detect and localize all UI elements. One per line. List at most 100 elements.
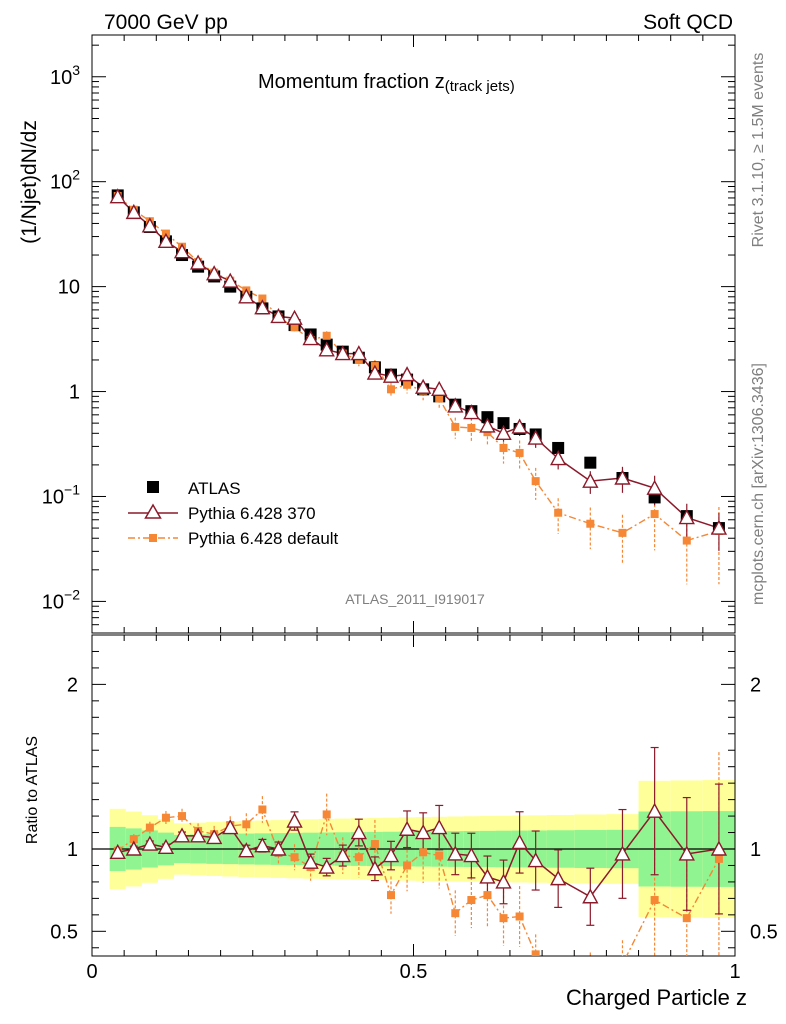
ratio-point-pdef <box>682 914 691 923</box>
point-pdef <box>386 385 395 394</box>
ratio-point-p370 <box>447 845 464 861</box>
y-tick-label: 1 <box>69 382 80 404</box>
x-tick-label: 0.5 <box>400 961 428 983</box>
point-p370 <box>125 203 142 220</box>
y-tick-label: 10−2 <box>42 586 80 613</box>
ratio-point-pdef <box>435 851 444 860</box>
ratio-tick-label-left: 1 <box>67 839 78 861</box>
y-tick-label: 103 <box>50 62 80 89</box>
chart-title: Momentum fraction z(track jets) <box>258 71 515 95</box>
point-p370 <box>334 345 351 361</box>
point-pdef <box>618 528 627 537</box>
point-atlas <box>552 441 565 454</box>
point-pdef <box>499 443 508 452</box>
point-p370 <box>527 429 544 445</box>
point-p370 <box>173 243 191 259</box>
legend-label-pdef: Pythia 6.428 default <box>188 529 339 548</box>
point-p370 <box>302 330 319 346</box>
ratio-series <box>92 746 735 978</box>
point-p370 <box>398 366 416 382</box>
ratio-point-pdef <box>386 891 395 900</box>
legend-marker-pdef <box>149 534 157 542</box>
point-p370 <box>366 364 384 380</box>
ratio-point-p370 <box>205 829 223 845</box>
ratio-point-pdef <box>403 861 412 870</box>
point-p370 <box>254 299 271 315</box>
header-left-label: 7000 GeV pp <box>104 11 228 34</box>
point-p370 <box>238 288 255 304</box>
point-p370 <box>479 417 496 433</box>
ratio-point-p370 <box>710 840 728 856</box>
point-p370 <box>582 472 599 488</box>
ratio-point-p370 <box>270 840 287 856</box>
ratio-point-p370 <box>157 838 175 855</box>
ratio-point-p370 <box>173 827 191 843</box>
point-p370 <box>350 345 368 361</box>
ratio-point-pdef <box>531 950 540 956</box>
legend-marker-atlas <box>147 481 159 493</box>
point-p370 <box>189 254 207 270</box>
ratio-point-pdef <box>467 896 476 905</box>
ratio-point-p370 <box>614 845 631 861</box>
ratio-point-pdef <box>515 912 524 921</box>
point-pdef <box>515 448 524 457</box>
ratio-point-p370 <box>582 888 599 904</box>
rivet-label: Rivet 3.1.10, ≥ 1.5M events <box>750 53 767 248</box>
ratio-point-pdef <box>554 970 562 978</box>
ratio-point-pdef <box>499 914 508 923</box>
point-p370 <box>646 479 663 495</box>
ratio-tick-label-left: 2 <box>67 674 78 696</box>
ratio-point-pdef <box>145 823 154 832</box>
point-p370 <box>550 450 567 466</box>
ratio-point-pdef <box>451 909 460 918</box>
ratio-point-p370 <box>302 853 319 869</box>
point-pdef <box>650 510 659 519</box>
point-pdef <box>467 423 476 432</box>
point-p370 <box>318 341 335 357</box>
x-axis-label: Charged Particle z <box>566 985 747 1010</box>
ratio-point-p370 <box>550 870 567 886</box>
header-right-label: Soft QCD <box>643 11 733 34</box>
y-axis-label: (1/Njet)dN/dz <box>18 120 41 244</box>
point-pdef <box>682 536 691 545</box>
ratio-tick-label-right: 1 <box>750 839 761 861</box>
point-p370 <box>270 307 287 324</box>
analysis-tag: ATLAS_2011_I919017 <box>345 591 485 607</box>
point-pdef <box>403 380 412 389</box>
point-pdef <box>451 422 460 431</box>
legend-marker-p370 <box>144 503 162 519</box>
ratio-point-pdef <box>370 840 379 849</box>
chart-title-main: Momentum fraction z <box>258 71 445 93</box>
ratio-point-pdef <box>354 853 363 862</box>
y-tick-label: 102 <box>50 167 80 194</box>
ratio-point-pdef <box>258 805 267 814</box>
ratio-point-p370 <box>109 843 126 859</box>
ratio-point-p370 <box>511 833 528 850</box>
ratio-point-p370 <box>254 837 271 853</box>
point-p370 <box>382 367 400 383</box>
ratio-point-pdef <box>419 848 428 857</box>
ratio-point-p370 <box>398 820 416 836</box>
ratio-point-p370 <box>479 868 496 884</box>
point-p370 <box>222 272 239 288</box>
point-p370 <box>678 509 695 525</box>
point-atlas <box>497 417 510 430</box>
ratio-axis-label: Ratio to ATLAS <box>24 736 41 844</box>
point-atlas <box>481 411 494 424</box>
point-pdef <box>554 508 563 517</box>
ratio-point-p370 <box>222 819 239 835</box>
ratio-point-pdef <box>714 854 723 863</box>
ratio-point-pdef <box>483 891 492 900</box>
point-p370 <box>495 424 512 441</box>
point-pdef <box>290 323 299 332</box>
ratio-point-p370 <box>238 842 255 858</box>
ratio-point-pdef <box>586 967 594 975</box>
x-tick-label: 0 <box>86 961 97 983</box>
legend-label-p370: Pythia 6.428 370 <box>188 504 316 523</box>
y-tick-label: 10−1 <box>42 481 80 508</box>
ratio-tick-label-left: 0.5 <box>50 921 78 943</box>
ratio-point-pdef <box>618 960 626 968</box>
ratio-point-pdef <box>322 810 331 819</box>
x-tick-label: 1 <box>729 961 740 983</box>
